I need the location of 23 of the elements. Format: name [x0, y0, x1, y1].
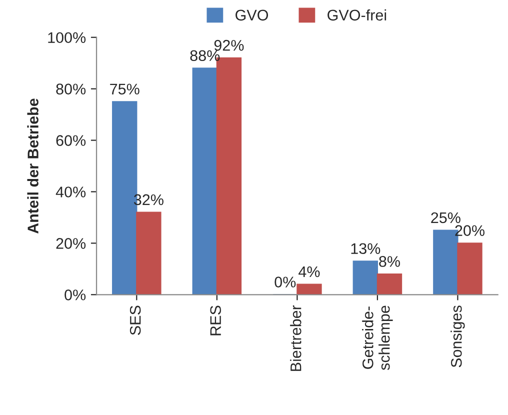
legend-label: GVO-frei: [328, 9, 386, 21]
y-tick-label: 0%: [64, 290, 86, 300]
data-label: 13%: [351, 243, 380, 254]
data-label: 8%: [379, 256, 400, 267]
data-label: 92%: [214, 40, 244, 51]
data-label: 88%: [190, 50, 220, 62]
legend-label: GVO: [236, 10, 268, 21]
y-tick-label: 100%: [48, 32, 86, 44]
x-tick-label: Getreide- schlempe: [362, 306, 393, 370]
y-tick-label: 20%: [56, 238, 86, 249]
data-label: 25%: [431, 212, 460, 224]
data-label: 4%: [298, 266, 320, 278]
data-label: 20%: [455, 225, 484, 236]
x-tick-label: Biertreber: [290, 305, 302, 371]
x-tick-label: Sonsiges: [450, 306, 465, 368]
y-tick-label: 60%: [56, 135, 86, 146]
x-tick-label: SES: [130, 306, 141, 335]
x-tick-label: RES: [210, 306, 222, 336]
y-tick-label: 80%: [56, 84, 86, 94]
y-axis-title: Anteil der Betriebe: [27, 98, 38, 234]
data-label: 75%: [110, 84, 140, 94]
y-tick-label: 40%: [56, 186, 86, 198]
data-label: 0%: [274, 276, 296, 288]
